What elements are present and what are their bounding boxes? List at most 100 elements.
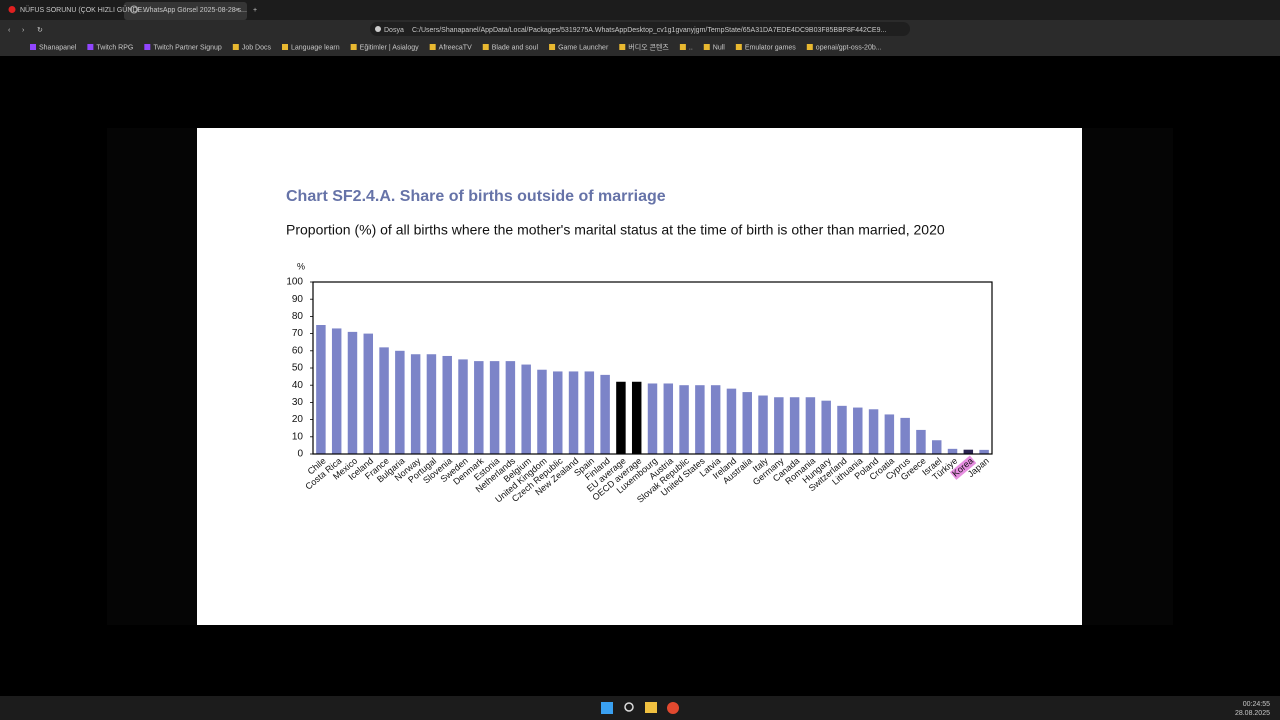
bookmark-icon <box>30 44 36 50</box>
bar <box>616 381 626 454</box>
bar <box>742 392 752 454</box>
address-bar[interactable] <box>370 22 910 36</box>
y-tick-label: 60 <box>292 345 304 356</box>
bar <box>600 374 610 454</box>
bar <box>900 417 910 454</box>
bar <box>395 350 405 454</box>
bar <box>695 385 705 454</box>
bookmark[interactable]: Game Launcher <box>558 44 609 51</box>
slide <box>197 128 1082 625</box>
start-button[interactable] <box>601 702 613 714</box>
y-axis-label: % <box>297 261 305 271</box>
bookmark[interactable]: Eğitimler | Asialogy <box>360 44 420 51</box>
bookmark[interactable]: Emulator games <box>745 44 796 51</box>
bookmark-icon <box>282 44 288 50</box>
bar <box>521 364 531 454</box>
bookmark-icon <box>806 44 813 50</box>
bookmark[interactable]: Job Docs <box>242 44 272 51</box>
bar <box>631 381 642 454</box>
bar <box>710 385 721 454</box>
y-tick-label: 0 <box>297 449 303 460</box>
bookmark-icon <box>87 44 94 50</box>
reload[interactable]: ↻ <box>37 27 43 34</box>
bookmark-icon <box>549 44 556 50</box>
bar <box>458 359 468 454</box>
bar <box>410 354 421 454</box>
plot-frame <box>312 281 993 455</box>
y-tick-label: 40 <box>292 380 304 391</box>
y-tick-label: 10 <box>292 431 304 442</box>
bar <box>316 325 326 454</box>
bar <box>947 448 958 454</box>
bookmark[interactable]: AfreecaTV <box>439 44 472 51</box>
bookmark-icon <box>429 44 436 50</box>
bar <box>489 361 500 454</box>
bookmark[interactable]: Blade and soul <box>492 44 539 51</box>
bookmark[interactable]: Null <box>713 44 726 51</box>
bar <box>821 400 831 454</box>
y-tick-label: 30 <box>292 397 304 408</box>
bar <box>379 347 389 454</box>
bookmark[interactable]: Shanapanel <box>39 44 77 51</box>
bar <box>474 361 484 454</box>
bookmark[interactable]: Twitch Partner Signup <box>153 44 222 51</box>
bar <box>868 409 879 454</box>
bar <box>916 429 926 454</box>
bookmark-icon <box>703 44 710 50</box>
chart-title: Chart SF2.4.A. Share of births outside o… <box>286 188 666 205</box>
y-tick-label: 100 <box>286 277 303 288</box>
bookmarks-bar <box>0 38 1280 56</box>
y-tick-label: 70 <box>292 328 304 339</box>
bookmark[interactable]: 버디오 콘텐츠 <box>628 42 669 51</box>
explorer-icon[interactable] <box>645 702 657 713</box>
bookmark[interactable]: .. <box>689 44 693 51</box>
bar <box>805 397 816 454</box>
bar <box>347 331 358 454</box>
tab-title[interactable]: WhatsApp Görsel 2025-08-28 s... <box>143 7 247 14</box>
bar <box>553 371 563 454</box>
bar <box>426 354 437 454</box>
bar <box>853 407 863 454</box>
bar <box>726 388 737 454</box>
bar <box>442 355 452 454</box>
url[interactable]: C:/Users/Shanapanel/AppData/Local/Packag… <box>412 27 886 34</box>
bar <box>774 397 784 454</box>
y-tick-label: 90 <box>292 294 304 305</box>
bookmark-icon <box>619 44 626 50</box>
tab-title[interactable]: NÜFUS SORUNU (ÇOK HIZLI GÜNDE... <box>20 6 148 14</box>
bookmark-icon <box>144 44 151 50</box>
label-highlight <box>949 455 977 480</box>
chart-subtitle: Proportion (%) of all births where the m… <box>286 222 945 238</box>
y-tick-label: 80 <box>292 311 304 322</box>
new-tab[interactable]: + <box>253 7 257 14</box>
bookmark[interactable]: openai/gpt-oss-20b... <box>816 44 882 51</box>
bar <box>663 383 674 454</box>
clock-date[interactable]: 28.08.2025 <box>1235 710 1270 717</box>
bar <box>758 395 768 454</box>
bar <box>331 328 342 454</box>
back[interactable]: ‹ <box>8 27 11 34</box>
bar <box>363 333 374 454</box>
bookmark-icon <box>232 44 239 50</box>
clock-time[interactable]: 00:24:55 <box>1243 701 1270 708</box>
browser-icon[interactable] <box>667 702 679 714</box>
search-button[interactable] <box>624 702 634 712</box>
tab-icon <box>8 6 16 13</box>
tab-close[interactable]: × <box>235 7 239 14</box>
bookmark-icon <box>735 44 742 50</box>
bar <box>789 397 800 454</box>
bar <box>679 385 689 454</box>
bar <box>505 361 516 454</box>
active-tab[interactable] <box>124 2 247 20</box>
y-tick-label: 20 <box>292 414 304 425</box>
bookmark-icon <box>679 44 686 50</box>
bar <box>963 449 974 454</box>
bookmark-icon <box>482 44 489 50</box>
bookmark[interactable]: Language learn <box>291 44 340 51</box>
bar <box>931 440 942 454</box>
forward[interactable]: › <box>22 27 25 34</box>
bookmark[interactable]: Twitch RPG <box>96 44 133 51</box>
bar <box>584 371 595 454</box>
